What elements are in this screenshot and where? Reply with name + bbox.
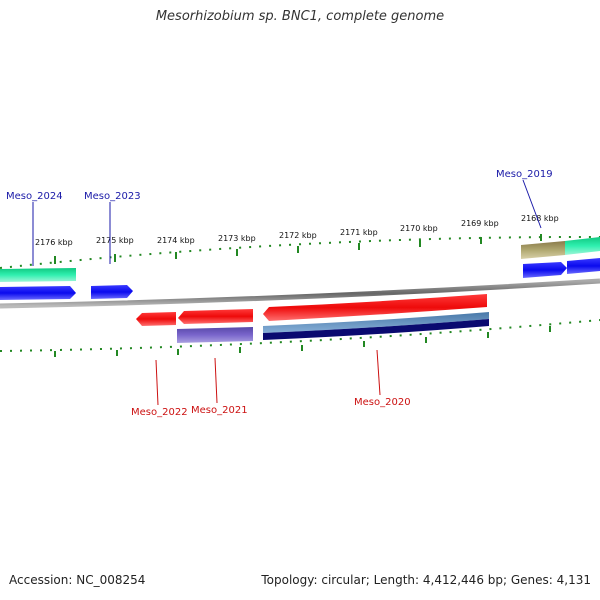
gene-meso-2021: [178, 309, 253, 324]
label-meso-2021: Meso_2021: [191, 405, 248, 416]
leader-meso-2021: [214, 357, 218, 404]
gene-meso-2022: [136, 312, 176, 326]
outer-major-ticks: [54, 234, 542, 264]
outer-scale-ring: [0, 235, 600, 269]
gene-meso-2023: [91, 285, 133, 299]
tick-label: 2174 kbp: [157, 236, 195, 245]
map-title: Mesorhizobium sp. BNC1, complete genome: [155, 9, 445, 24]
tick-label: 2172 kbp: [279, 231, 317, 240]
cds-meso-2019-teal: [565, 237, 600, 255]
label-meso-2020: Meso_2020: [354, 397, 411, 408]
leader-meso-2022: [155, 359, 159, 406]
tick-label: 2170 kbp: [400, 224, 438, 233]
topology-text: Topology: circular; Length: 4,412,446 bp…: [261, 573, 591, 587]
gene-meso-2024: [0, 286, 76, 300]
label-meso-2024: Meso_2024: [6, 191, 63, 202]
leader-meso-2019: [522, 179, 542, 229]
label-meso-2023: Meso_2023: [84, 191, 141, 202]
accession-text: Accession: NC_008254: [9, 573, 146, 587]
label-meso-2019: Meso_2019: [496, 169, 553, 180]
cds-meso-2024: [0, 268, 76, 282]
cds-meso-2020-steel: [263, 312, 489, 333]
gene-meso-2020: [263, 294, 487, 321]
inner-major-ticks: [54, 326, 551, 357]
tick-label: 2173 kbp: [218, 234, 256, 243]
tick-label: 2171 kbp: [340, 228, 378, 237]
cds-meso-2021: [177, 327, 253, 343]
tick-label: 2168 kbp: [521, 214, 559, 223]
cds-meso-2020-navy: [263, 319, 489, 340]
gene-meso-2019-next: [567, 258, 600, 274]
genome-backbone: [0, 278, 600, 309]
tick-label: 2175 kbp: [96, 236, 134, 245]
cds-meso-2019-khaki: [521, 241, 565, 259]
tick-label: 2176 kbp: [35, 238, 73, 247]
label-meso-2022: Meso_2022: [131, 407, 188, 418]
tick-label: 2169 kbp: [461, 219, 499, 228]
gene-meso-2019: [523, 262, 567, 278]
inner-scale-ring: [0, 319, 600, 352]
leader-meso-2020: [376, 349, 381, 396]
